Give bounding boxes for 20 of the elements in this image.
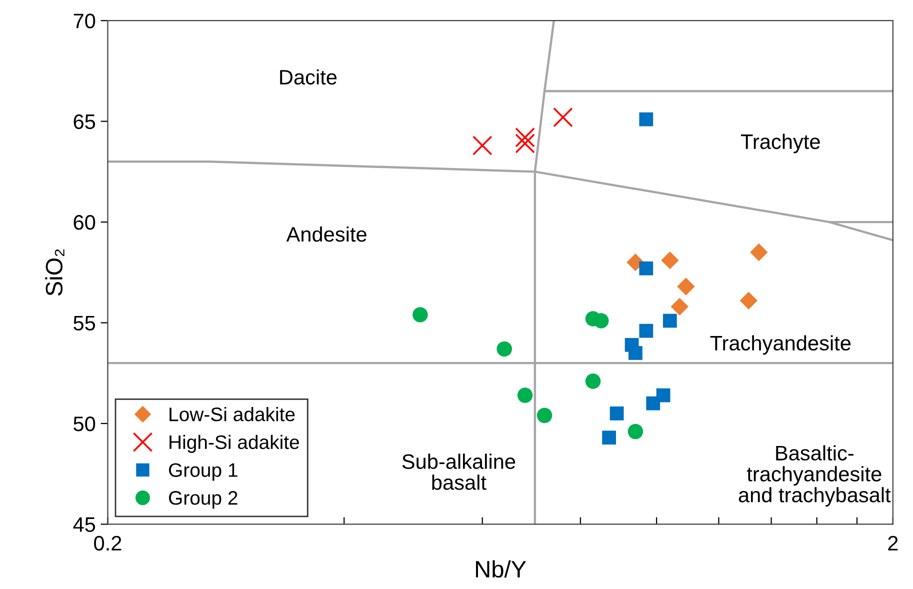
annotation: Trachyandesite [710, 335, 851, 355]
y-axis-title: SiO₂ [45, 249, 64, 296]
x-tick-label: 2 [888, 536, 898, 550]
annotation: Andesite [286, 226, 366, 242]
y-tick-label: 55 [74, 316, 96, 331]
x-tick-label: 0.2 [94, 536, 122, 551]
annotation: Dacite [280, 69, 337, 85]
x-axis-title: Nb/Y [476, 560, 526, 578]
y-tick-label: 70 [74, 14, 96, 28]
legend-label: Low-Si adakite [170, 406, 295, 422]
annotation: Basaltic- trachyandesite and trachybasalt [738, 445, 891, 507]
y-tick-label: 45 [73, 517, 96, 532]
y-tick-label: 60 [74, 215, 96, 230]
legend-label: Group 2 [168, 491, 238, 509]
annotation: Trachyte [740, 134, 820, 154]
y-tick-label: 50 [74, 416, 96, 432]
annotation: Sub-alkaline basalt [402, 454, 516, 490]
legend-label: High-Si adakite [170, 434, 300, 453]
legend-label: Group 1 [168, 463, 238, 481]
y-tick-label: 65 [74, 114, 96, 130]
